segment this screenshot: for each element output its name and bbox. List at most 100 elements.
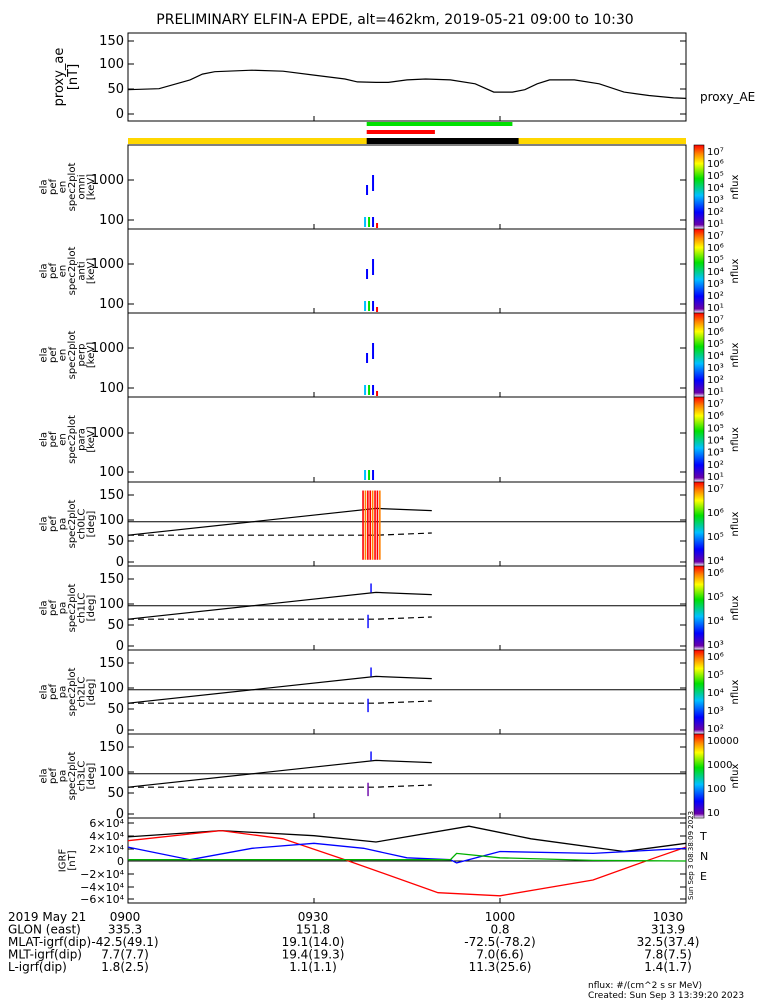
ytick-label: 100 [99, 597, 124, 612]
ylabel-line: [deg] [86, 595, 97, 622]
colorbar-tick: 10⁷ [707, 484, 724, 495]
ylabel-line: ela [38, 768, 49, 783]
orbit-row-value: 1030 [653, 910, 684, 924]
ylabel-line: pef [48, 600, 59, 617]
igrf-legend-T: T [699, 830, 707, 843]
colorbar-tick: 10⁷ [707, 231, 724, 242]
orbit-row-value: -42.5(49.1) [91, 935, 158, 949]
colorbar-tick: 10 [707, 808, 720, 819]
colorbar-tick: 10⁵ [707, 171, 724, 182]
colorbar-para [693, 396, 705, 483]
colorbar-tick: 10000 [707, 736, 739, 747]
orbit-bar-red [366, 130, 435, 134]
ytick-label: 50 [107, 702, 124, 717]
colorbar-tick: 10⁴ [707, 351, 724, 362]
ylabel-line: spec2plot [67, 668, 78, 717]
ytick-label: 50 [107, 82, 124, 97]
ytick-label: 1000 [91, 426, 124, 441]
colorbar-tick: 10⁵ [707, 339, 724, 350]
ylabel-line: ela [38, 432, 49, 447]
ylabel-line: spec2plot [67, 415, 78, 464]
colorbar-tick: 10⁴ [707, 267, 724, 278]
ylabel-line: ela [38, 179, 49, 194]
ylabel-line: en [57, 265, 68, 278]
loss-cone-dashed [128, 616, 432, 620]
orbit-row-value: 1.4(1.7) [644, 960, 692, 974]
colorbar-tick: 10³ [707, 363, 724, 374]
colorbar-label: nflux [730, 174, 741, 199]
ytick-label: 0 [117, 855, 124, 868]
colorbar-tick: 10⁶ [707, 568, 724, 579]
colorbar-tick: 10⁴ [707, 183, 724, 194]
colorbar-tick: 10¹ [707, 219, 724, 230]
colorbar-tick: 10³ [707, 448, 724, 459]
ytick-label: 100 [99, 381, 124, 396]
ylabel-line: [keV] [86, 174, 97, 200]
colorbar-tick: 10⁴ [707, 436, 724, 447]
colorbar-tick: 10³ [707, 279, 724, 290]
orbit-row-value: -72.5(-78.2) [464, 935, 535, 949]
colorbar-tick: 10¹ [707, 387, 724, 398]
colorbar-ch3LC [693, 733, 705, 819]
igrf-series-total [128, 852, 687, 862]
orbit-bar-green [366, 122, 513, 126]
panel-frame-proxy_ae [127, 32, 687, 122]
orbit-row-label: 2019 May 21 [8, 910, 86, 924]
orbit-row-value: 7.0(6.6) [476, 948, 524, 962]
ytick-label: 0 [116, 807, 124, 822]
ylabel-line: [deg] [86, 511, 97, 538]
ylabel-line: pef [48, 516, 59, 533]
loss-cone-dashed [128, 532, 432, 536]
colorbar-tick: 10³ [707, 640, 724, 651]
panel-frame-anti [127, 228, 687, 314]
colorbar-label: nflux [730, 511, 741, 536]
ytick-label: −2×10⁴ [80, 868, 124, 881]
units-note: nflux: #/(cm^2 s sr MeV) [588, 981, 702, 991]
ytick-label: 0 [116, 639, 124, 654]
ylabel-line: para [76, 428, 87, 451]
ylabel-line: perp [76, 344, 87, 367]
ytick-label: 150 [99, 488, 124, 503]
orbit-row-value: 7.7(7.7) [101, 948, 149, 962]
colorbar-tick: 10⁶ [707, 508, 724, 519]
igrf-legend-E: E [700, 870, 707, 883]
colorbar-label: nflux [730, 763, 741, 788]
panel-frame-ch2LC [127, 649, 687, 735]
colorbar-tick: 10² [707, 207, 724, 218]
proxy-ae-side-label: proxy_AE [700, 90, 755, 104]
orbit-row-value: 0.8 [490, 923, 509, 937]
colorbar-tick: 10⁵ [707, 423, 724, 434]
ylabel-line: ela [38, 263, 49, 278]
ylabel-line: pef [48, 347, 59, 364]
ytick-label: 100 [99, 513, 124, 528]
orbit-bar-black [366, 138, 519, 144]
colorbar-tick: 10⁵ [707, 255, 724, 266]
orbit-row-value: 1.1(1.1) [289, 960, 337, 974]
orbit-row-value: 19.4(19.3) [282, 948, 345, 962]
orbit-row-label: GLON (east) [8, 923, 81, 937]
ytick-label: 150 [99, 572, 124, 587]
ylabel-line: en [57, 181, 68, 194]
orbit-row-label: L-igrf(dip) [8, 960, 67, 974]
ylabel-line: en [57, 349, 68, 362]
ylabel-line: ch3LC [76, 761, 87, 792]
colorbar-tick: 10⁷ [707, 315, 724, 326]
ylabel-proxy_ae: proxy_ae [nT] [52, 48, 81, 107]
ylabel-line: en [57, 433, 68, 446]
ylabel-line: pef [48, 179, 59, 196]
ylabel-line: IGRF [57, 849, 68, 873]
ylabel-line: ch2LC [76, 677, 87, 708]
ytick-label: 150 [99, 656, 124, 671]
colorbar-tick: 10¹ [707, 303, 724, 314]
orbit-bars [128, 122, 686, 144]
ylabel-line: spec2plot [67, 752, 78, 801]
colorbar-ch0LC [693, 481, 705, 567]
colorbar-tick: 10¹ [707, 472, 724, 483]
colorbar-ch1LC [693, 565, 705, 651]
ytick-label: 6×10⁴ [89, 817, 124, 830]
colorbar-tick: 10⁵ [707, 670, 724, 681]
orbit-row-value: 11.3(25.6) [469, 960, 532, 974]
